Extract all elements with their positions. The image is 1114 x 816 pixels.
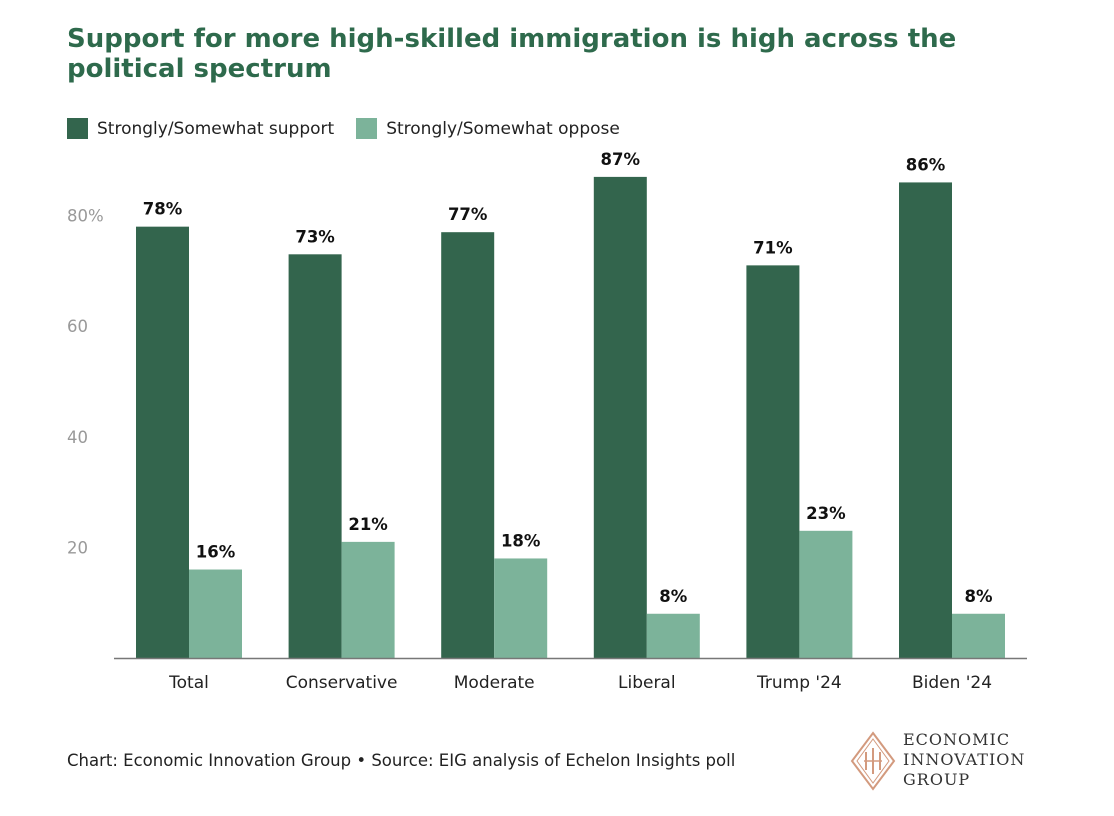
bar-support [593, 176, 647, 658]
data-label: 73% [295, 227, 335, 246]
logo-line-1: ECONOMIC [903, 730, 1011, 749]
legend-swatch-oppose [356, 118, 378, 139]
bar-oppose [952, 613, 1005, 658]
y-tick-label: 40 [67, 428, 88, 447]
logo-line-2: INNOVATION [903, 750, 1026, 769]
legend-item-oppose: Strongly/Somewhat oppose [356, 118, 620, 139]
logo-line-3: GROUP [903, 770, 971, 789]
x-tick-label: Trump '24 [756, 673, 842, 693]
bar-oppose [799, 530, 853, 658]
bar-oppose [494, 558, 548, 658]
data-label: 86% [906, 155, 946, 174]
data-label: 77% [448, 205, 488, 224]
bar-support [899, 182, 952, 659]
data-label: 8% [964, 587, 992, 606]
legend-item-support: Strongly/Somewhat support [67, 118, 334, 139]
legend: Strongly/Somewhat support Strongly/Somew… [67, 118, 642, 139]
bar-oppose [341, 541, 395, 658]
x-tick-label: Biden '24 [912, 673, 992, 693]
diamond-monogram-icon [850, 731, 896, 791]
logo-wordmark: ECONOMIC INNOVATION GROUP [903, 730, 1025, 790]
x-tick-label: Conservative [286, 673, 398, 693]
x-tick-label: Liberal [618, 673, 676, 693]
data-label: 78% [143, 200, 183, 219]
data-label: 87% [601, 150, 641, 169]
y-tick-label: 80% [67, 207, 104, 226]
bar-support [441, 232, 495, 658]
data-label: 71% [753, 238, 793, 257]
data-label: 21% [348, 515, 388, 534]
x-tick-label: Total [168, 673, 209, 693]
legend-label-oppose: Strongly/Somewhat oppose [386, 118, 620, 139]
legend-label-support: Strongly/Somewhat support [97, 118, 335, 139]
x-tick-label: Moderate [454, 673, 535, 693]
data-label: 16% [196, 543, 236, 562]
y-tick-label: 20 [67, 538, 88, 557]
y-tick-label: 60 [67, 317, 88, 336]
bar-support [288, 254, 342, 658]
bar-support [136, 226, 189, 658]
data-label: 8% [659, 587, 687, 606]
source-footer: Chart: Economic Innovation Group • Sourc… [67, 751, 736, 770]
legend-swatch-support [67, 118, 88, 139]
eig-logo: ECONOMIC INNOVATION GROUP [850, 730, 1040, 792]
bar-oppose [646, 613, 700, 658]
data-label: 18% [501, 531, 541, 550]
data-label: 23% [806, 504, 846, 523]
bar-oppose [189, 569, 242, 658]
bar-support [746, 265, 800, 658]
chart-title: Support for more high-skilled immigratio… [67, 24, 957, 84]
